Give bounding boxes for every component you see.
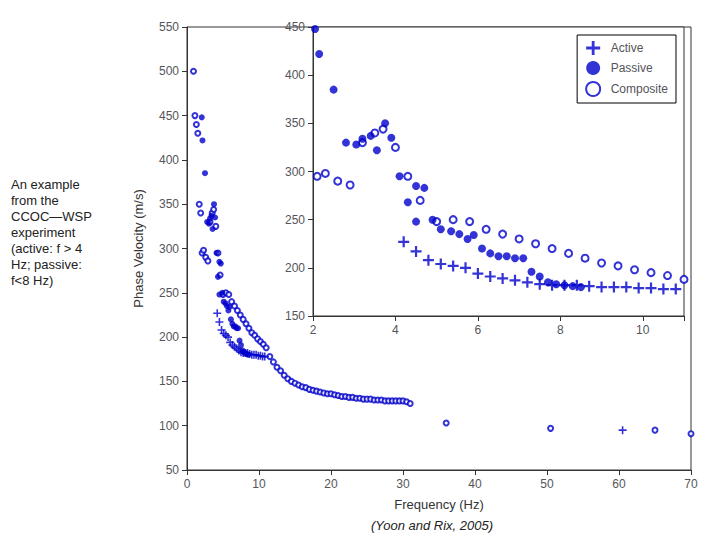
svg-text:4: 4	[392, 323, 399, 337]
svg-text:6: 6	[475, 323, 482, 337]
svg-text:250: 250	[159, 286, 179, 300]
svg-text:Frequency (Hz): Frequency (Hz)	[394, 497, 484, 512]
svg-text:Composite: Composite	[611, 82, 669, 96]
svg-text:400: 400	[159, 153, 179, 167]
svg-text:experiment: experiment	[11, 225, 76, 240]
svg-text:(Yoon and Rix, 2005): (Yoon and Rix, 2005)	[371, 518, 493, 533]
svg-text:450: 450	[285, 20, 305, 34]
svg-text:200: 200	[159, 330, 179, 344]
svg-text:10: 10	[636, 323, 650, 337]
svg-text:Active: Active	[611, 41, 644, 55]
svg-text:2: 2	[310, 323, 317, 337]
svg-text:(active: f > 4: (active: f > 4	[11, 241, 82, 256]
svg-text:350: 350	[285, 116, 305, 130]
svg-text:from the: from the	[11, 193, 59, 208]
svg-text:0: 0	[184, 477, 191, 491]
svg-text:400: 400	[285, 68, 305, 82]
svg-text:100: 100	[159, 419, 179, 433]
svg-text:70: 70	[684, 477, 698, 491]
svg-text:40: 40	[468, 477, 482, 491]
svg-text:60: 60	[612, 477, 626, 491]
svg-text:50: 50	[166, 463, 180, 477]
svg-text:8: 8	[557, 323, 564, 337]
svg-text:50: 50	[540, 477, 554, 491]
svg-text:350: 350	[159, 197, 179, 211]
svg-text:An example: An example	[11, 177, 80, 192]
svg-text:150: 150	[159, 374, 179, 388]
svg-text:Hz; passive:: Hz; passive:	[11, 257, 82, 272]
svg-text:20: 20	[324, 477, 338, 491]
svg-text:10: 10	[252, 477, 266, 491]
svg-text:550: 550	[159, 20, 179, 34]
svg-text:300: 300	[285, 165, 305, 179]
svg-text:Passive: Passive	[611, 61, 653, 75]
svg-text:500: 500	[159, 64, 179, 78]
svg-text:f<8 Hz): f<8 Hz)	[11, 273, 53, 288]
svg-text:Phase Velocity (m/s): Phase Velocity (m/s)	[131, 189, 146, 308]
svg-text:300: 300	[159, 242, 179, 256]
svg-text:CCOC—WSP: CCOC—WSP	[11, 209, 92, 224]
svg-text:450: 450	[159, 109, 179, 123]
svg-text:150: 150	[285, 309, 305, 323]
svg-text:200: 200	[285, 261, 305, 275]
svg-text:250: 250	[285, 213, 305, 227]
svg-text:30: 30	[396, 477, 410, 491]
